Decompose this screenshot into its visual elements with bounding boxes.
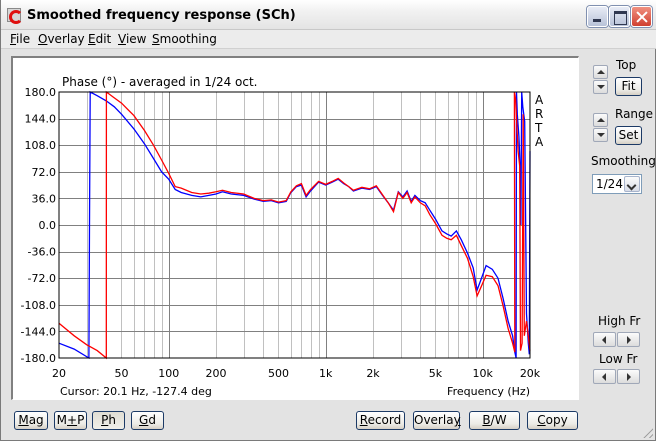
x-axis-label: Frequency (Hz) bbox=[447, 385, 530, 398]
maximize-button[interactable] bbox=[609, 6, 630, 27]
low-fr-right-button[interactable] bbox=[617, 369, 640, 384]
x-tick-label: 10k bbox=[473, 367, 494, 380]
cursor-readout: Cursor: 20.1 Hz, -127.4 deg bbox=[60, 385, 212, 398]
overlay-button[interactable]: Overlay bbox=[413, 411, 461, 430]
low-fr-label: Low Fr bbox=[599, 352, 638, 366]
y-tick-label: 144.0 bbox=[25, 113, 57, 126]
window-title: Smoothed frequency response (SCh) bbox=[27, 8, 296, 23]
set-button[interactable]: Set bbox=[615, 126, 642, 145]
menu-bar: File Overlay Edit View Smoothing bbox=[1, 30, 656, 49]
top-down-button[interactable] bbox=[593, 80, 608, 94]
top-label: Top bbox=[616, 58, 637, 72]
x-tick-label: 1k bbox=[319, 367, 333, 380]
y-tick-label: 36.0 bbox=[32, 192, 57, 205]
x-tick-label: 500 bbox=[268, 367, 289, 380]
y-axis-ticks: 180.0 144.0 108.0 72.0 36.0 0.0 -36.0 -72.0 -108… bbox=[21, 86, 56, 365]
chevron-down-icon[interactable] bbox=[624, 176, 640, 192]
y-tick-label: -180.0 bbox=[21, 352, 56, 365]
x-tick-label: 100 bbox=[158, 367, 179, 380]
high-fr-label: High Fr bbox=[598, 314, 641, 328]
menu-file[interactable]: File bbox=[10, 32, 31, 46]
x-tick-label: 5k bbox=[429, 367, 443, 380]
copy-button[interactable]: Copy bbox=[527, 411, 578, 430]
view-mag-button[interactable]: Mag bbox=[14, 411, 48, 430]
top-up-button[interactable] bbox=[593, 65, 608, 79]
y-tick-label: 0.0 bbox=[39, 219, 57, 232]
x-tick-label: 20 bbox=[52, 367, 66, 380]
series-blue-trace bbox=[58, 90, 531, 360]
smoothing-select[interactable]: 1/24 bbox=[592, 174, 642, 194]
range-spinner[interactable] bbox=[593, 113, 608, 143]
y-tick-label: -72.0 bbox=[28, 272, 56, 285]
y-tick-label: 72.0 bbox=[32, 166, 57, 179]
svg-text:A: A bbox=[535, 135, 544, 149]
smoothing-value: 1/24 bbox=[596, 177, 623, 191]
y-tick-label: 108.0 bbox=[25, 139, 57, 152]
svg-text:A: A bbox=[535, 93, 544, 107]
view-m-p-button[interactable]: M+P bbox=[54, 411, 87, 430]
b-w-button[interactable]: B/W bbox=[469, 411, 520, 430]
series-lines bbox=[58, 90, 531, 360]
x-tick-label: 200 bbox=[206, 367, 227, 380]
y-tick-label: 180.0 bbox=[25, 86, 57, 99]
menu-overlay[interactable]: Overlay bbox=[38, 32, 85, 46]
x-tick-label: 2k bbox=[366, 367, 380, 380]
high-fr-left-button[interactable] bbox=[593, 332, 616, 347]
y-tick-label: -36.0 bbox=[28, 246, 56, 259]
series-red-trace bbox=[58, 90, 531, 360]
range-up-button[interactable] bbox=[593, 113, 608, 127]
minimize-button[interactable] bbox=[587, 6, 608, 27]
menu-view[interactable]: View bbox=[118, 32, 147, 46]
x-tick-label: 20k bbox=[520, 367, 541, 380]
title-bar[interactable]: Smoothed frequency response (SCh) bbox=[1, 0, 656, 30]
menu-edit[interactable]: Edit bbox=[88, 32, 112, 46]
view-gd-button[interactable]: Gd bbox=[131, 411, 164, 430]
menu-smoothing[interactable]: Smoothing bbox=[152, 32, 217, 46]
major-gridlines bbox=[59, 92, 530, 358]
svg-text:T: T bbox=[534, 121, 543, 135]
plot-frame bbox=[58, 91, 531, 359]
smoothing-label: Smoothing bbox=[591, 154, 656, 168]
top-spinner[interactable] bbox=[593, 65, 608, 95]
x-tick-label: 50 bbox=[114, 367, 128, 380]
high-fr-right-button[interactable] bbox=[617, 332, 640, 347]
x-axis-ticks: 20 50 100 200 500 1k 2k 5k 10k 20k bbox=[52, 367, 541, 380]
chart-title: Phase (°) - averaged in 1/24 oct. bbox=[62, 75, 258, 89]
y-tick-label: -108.0 bbox=[21, 299, 56, 312]
svg-text:R: R bbox=[535, 107, 543, 121]
y-tick-label: -144.0 bbox=[21, 325, 56, 338]
close-button[interactable] bbox=[631, 6, 652, 27]
record-button[interactable]: Record bbox=[356, 411, 405, 430]
range-down-button[interactable] bbox=[593, 128, 608, 142]
range-label: Range bbox=[615, 107, 654, 121]
app-icon[interactable] bbox=[7, 8, 23, 24]
fit-button[interactable]: Fit bbox=[615, 77, 642, 96]
low-fr-left-button[interactable] bbox=[593, 369, 616, 384]
view-ph-button[interactable]: Ph bbox=[92, 411, 125, 430]
